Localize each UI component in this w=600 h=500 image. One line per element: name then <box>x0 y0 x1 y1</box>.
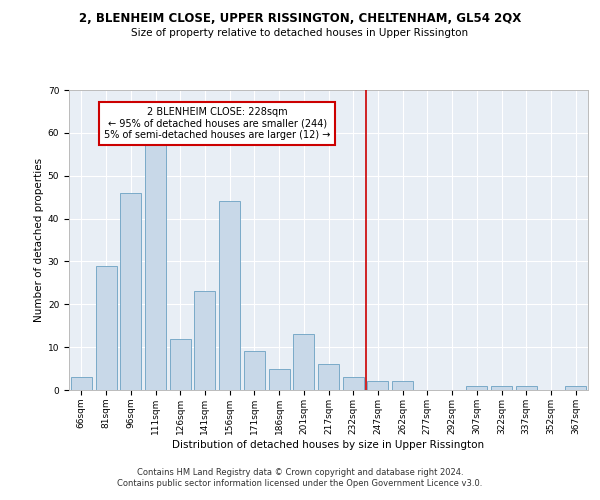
Text: 2 BLENHEIM CLOSE: 228sqm
← 95% of detached houses are smaller (244)
5% of semi-d: 2 BLENHEIM CLOSE: 228sqm ← 95% of detach… <box>104 107 331 140</box>
Bar <box>293 334 314 390</box>
Bar <box>367 382 388 390</box>
Bar <box>95 266 116 390</box>
Bar <box>194 292 215 390</box>
Bar <box>120 193 141 390</box>
Bar <box>392 382 413 390</box>
Bar <box>269 368 290 390</box>
Bar <box>516 386 537 390</box>
Bar <box>343 377 364 390</box>
X-axis label: Distribution of detached houses by size in Upper Rissington: Distribution of detached houses by size … <box>172 440 485 450</box>
Text: Contains HM Land Registry data © Crown copyright and database right 2024.
Contai: Contains HM Land Registry data © Crown c… <box>118 468 482 487</box>
Text: Size of property relative to detached houses in Upper Rissington: Size of property relative to detached ho… <box>131 28 469 38</box>
Bar <box>466 386 487 390</box>
Bar <box>71 377 92 390</box>
Bar <box>565 386 586 390</box>
Bar <box>318 364 339 390</box>
Text: 2, BLENHEIM CLOSE, UPPER RISSINGTON, CHELTENHAM, GL54 2QX: 2, BLENHEIM CLOSE, UPPER RISSINGTON, CHE… <box>79 12 521 26</box>
Bar <box>244 352 265 390</box>
Bar <box>145 142 166 390</box>
Y-axis label: Number of detached properties: Number of detached properties <box>34 158 44 322</box>
Bar <box>491 386 512 390</box>
Bar <box>219 202 240 390</box>
Bar <box>170 338 191 390</box>
